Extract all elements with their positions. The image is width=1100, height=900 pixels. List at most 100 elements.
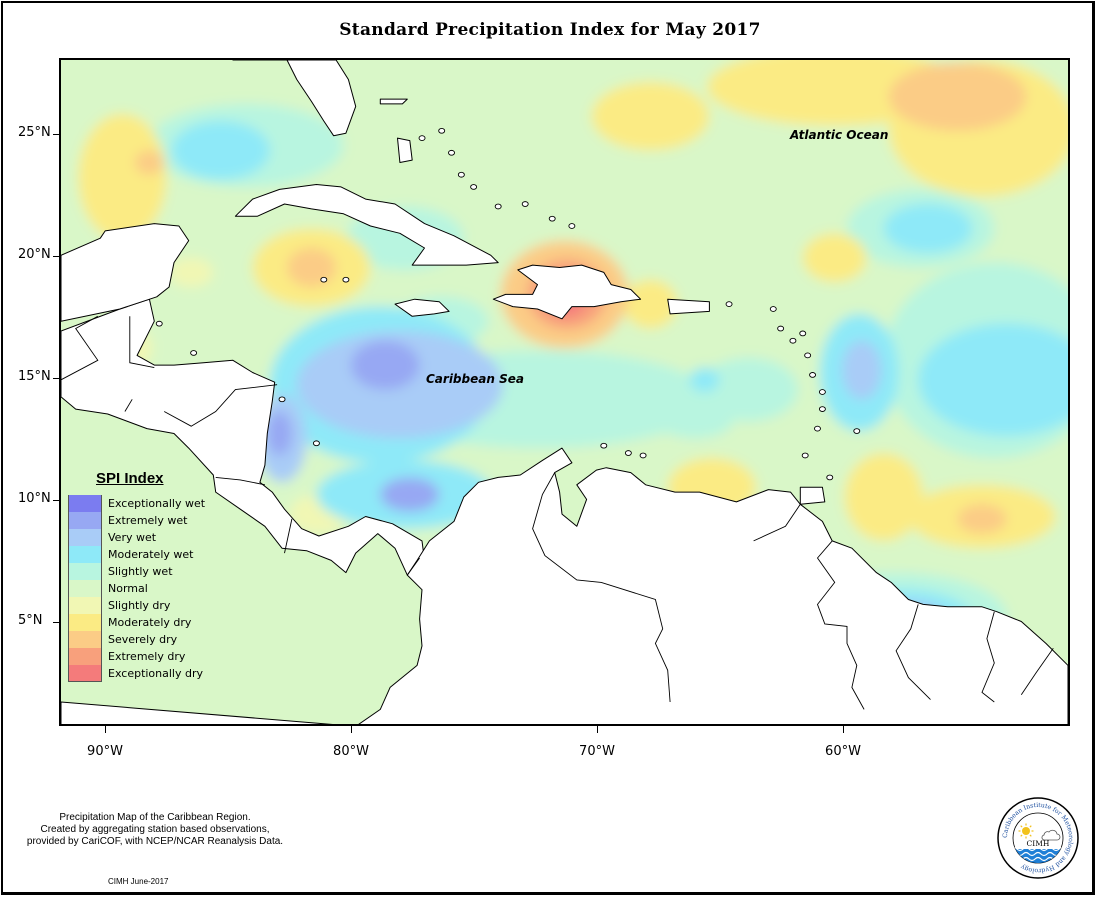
country-border — [753, 504, 801, 542]
legend-item: Very wet — [68, 529, 218, 546]
spi-anomaly — [591, 81, 710, 151]
small-island — [818, 389, 826, 395]
small-island — [457, 171, 465, 178]
legend-label: Very wet — [108, 531, 157, 544]
small-island — [448, 149, 455, 156]
spi-map-canvas — [61, 60, 1068, 724]
andros-island — [397, 137, 413, 163]
small-island — [438, 127, 446, 134]
country-border — [895, 604, 931, 700]
small-island — [725, 301, 733, 307]
small-island — [799, 330, 807, 337]
small-island — [826, 474, 834, 481]
legend-swatch — [68, 648, 102, 665]
central-america-land — [61, 298, 425, 576]
lat-tick-label-5: 5°N — [18, 613, 43, 628]
spi-anomaly — [711, 421, 811, 466]
legend-item: Moderately dry — [68, 614, 218, 631]
grand-bahama-island — [379, 98, 408, 105]
legend-swatch — [68, 614, 102, 631]
small-island — [789, 337, 797, 344]
legend-swatch — [68, 597, 102, 614]
legend-item: Extremely wet — [68, 512, 218, 529]
legend-label: Severely dry — [108, 633, 178, 646]
legend-item: Extremely dry — [68, 648, 218, 665]
spi-map: Atlantic Ocean Caribbean Sea — [59, 58, 1070, 726]
lon-tick-label-90: 90°W — [87, 744, 123, 759]
small-island — [155, 320, 163, 327]
country-border — [406, 557, 420, 576]
small-island — [278, 396, 286, 403]
lon-tick-90 — [105, 726, 106, 733]
spi-anomaly — [842, 340, 882, 400]
country-border — [163, 384, 278, 427]
legend-swatch — [68, 563, 102, 580]
small-island — [418, 135, 426, 141]
spi-anomaly — [888, 62, 1027, 131]
legend-swatch — [68, 512, 102, 529]
logo-acronym: CIMH — [1027, 839, 1050, 848]
lon-tick-label-60: 60°W — [825, 744, 861, 759]
florida-land — [232, 60, 357, 137]
country-border — [532, 472, 671, 703]
small-island — [804, 352, 812, 359]
small-island — [568, 223, 576, 229]
map-description-line: provided by CariCOF, with NCEP/NCAR Rean… — [26, 836, 284, 847]
small-island — [521, 201, 529, 207]
lat-tick-label-10: 10°N — [18, 491, 51, 506]
small-island — [814, 425, 821, 432]
small-island — [809, 372, 817, 378]
lon-tick-label-70: 70°W — [579, 744, 615, 759]
lon-tick-60 — [843, 726, 844, 733]
small-island — [320, 276, 328, 283]
issue-date: CIMH June-2017 — [108, 877, 169, 886]
legend-item: Normal — [68, 580, 218, 597]
map-description-line: Created by aggregating station based obs… — [40, 824, 270, 835]
lat-tick-10 — [53, 500, 59, 501]
legend-swatch — [68, 529, 102, 546]
country-border — [61, 315, 99, 381]
small-island — [801, 452, 809, 459]
country-border — [981, 611, 995, 703]
small-island — [777, 325, 785, 332]
lon-tick-70 — [597, 726, 598, 733]
legend-item: Slightly wet — [68, 563, 218, 580]
spi-anomaly — [689, 367, 720, 393]
legend-swatch — [68, 495, 102, 512]
atlantic-ocean-label: Atlantic Ocean — [790, 128, 889, 142]
map-description: Precipitation Map of the Caribbean Regio… — [0, 812, 310, 848]
lat-tick-25 — [53, 134, 59, 135]
legend-item: Moderately wet — [68, 546, 218, 563]
small-island — [470, 184, 478, 190]
legend-label: Slightly wet — [108, 565, 173, 578]
lat-tick-label-25: 25°N — [18, 125, 51, 140]
legend-item: Exceptionally dry — [68, 665, 218, 682]
legend-label: Moderately dry — [108, 616, 192, 629]
spi-anomaly — [286, 247, 337, 288]
spi-anomaly — [171, 121, 270, 180]
small-island — [312, 440, 320, 447]
spi-anomaly — [134, 150, 165, 175]
spi-anomaly — [802, 233, 867, 283]
land-masses — [61, 60, 1068, 724]
small-island — [342, 276, 350, 283]
spi-anomaly — [844, 453, 924, 541]
small-island — [639, 452, 647, 459]
spi-anomaly — [623, 279, 678, 329]
spi-anomaly — [350, 340, 420, 390]
spi-anomaly — [883, 204, 973, 253]
jamaica-land — [394, 298, 450, 317]
country-border — [124, 399, 133, 412]
sun-icon — [1018, 823, 1034, 839]
country-border — [816, 540, 865, 710]
legend-swatch — [68, 546, 102, 563]
lon-tick-label-80: 80°W — [333, 744, 369, 759]
lat-tick-20 — [53, 256, 59, 257]
hispaniola-land — [492, 264, 642, 320]
lat-tick-label-15: 15°N — [18, 369, 51, 384]
legend-label: Extremely wet — [108, 514, 188, 527]
lat-tick-5 — [53, 622, 59, 623]
map-description-line: Precipitation Map of the Caribbean Regio… — [59, 812, 251, 823]
legend-label: Moderately wet — [108, 548, 194, 561]
